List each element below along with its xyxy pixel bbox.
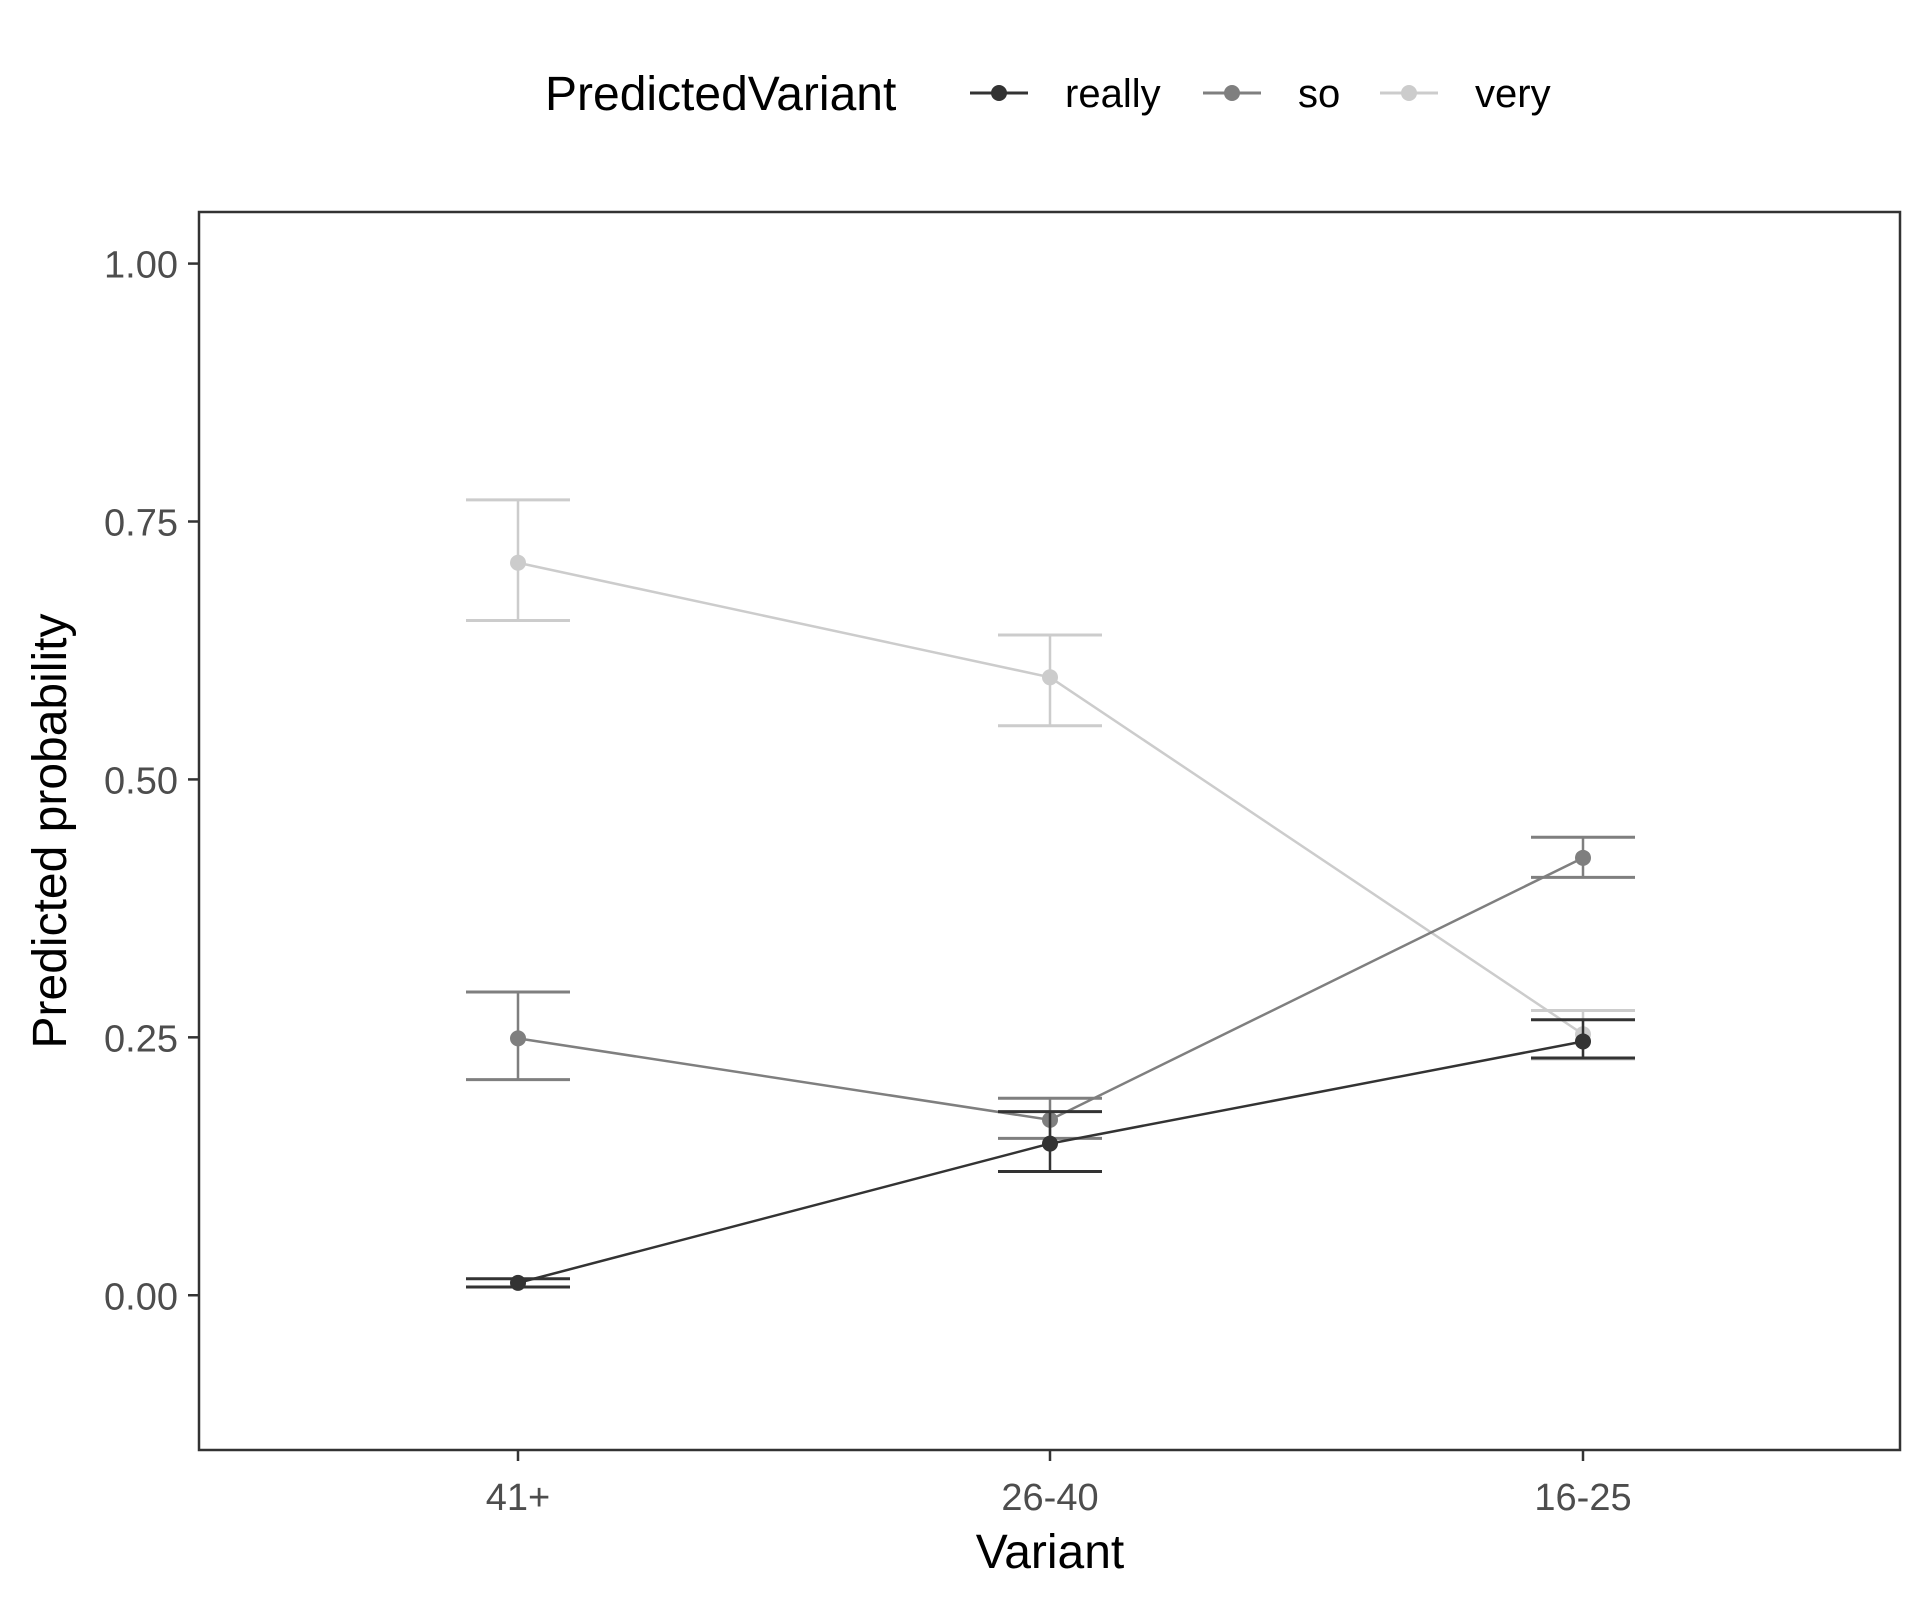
x-tick-label: 16-25 <box>1534 1477 1631 1519</box>
legend-key-point-very <box>1401 85 1417 101</box>
data-point-very <box>1042 669 1058 686</box>
x-axis: 41+ 26-40 16-25 <box>486 1450 1632 1519</box>
legend-label-really: really <box>1065 72 1161 116</box>
legend-item-so: so <box>1203 72 1340 116</box>
data-point-so <box>510 1030 526 1047</box>
legend-label-so: so <box>1298 72 1340 116</box>
y-tick-label: 0.25 <box>104 1018 178 1060</box>
legend-item-really: really <box>970 72 1161 116</box>
data-point-really <box>510 1274 526 1291</box>
series-layer <box>466 498 1635 1291</box>
legend-item-very: very <box>1380 72 1551 116</box>
legend-label-very: very <box>1475 72 1551 116</box>
data-point-so <box>1575 849 1591 866</box>
data-point-really <box>1042 1135 1058 1152</box>
series-so <box>466 835 1635 1140</box>
y-tick-label: 0.75 <box>104 503 178 545</box>
x-axis-label: Variant <box>976 1526 1125 1579</box>
plot-panel-border <box>197 210 1902 1452</box>
series-really <box>466 1018 1635 1291</box>
data-point-really <box>1575 1033 1591 1050</box>
y-tick-label: 0.50 <box>104 760 178 802</box>
y-tick-label: 1.00 <box>104 245 178 287</box>
data-point-very <box>510 554 526 571</box>
y-axis: 0.00 0.25 0.50 0.75 1.00 <box>104 245 199 1318</box>
legend-items: really so very <box>970 72 1551 116</box>
x-tick-label: 41+ <box>486 1477 550 1519</box>
legend-title: PredictedVariant <box>545 68 896 121</box>
legend: PredictedVariant really so very <box>545 68 1551 121</box>
y-tick-label: 0.00 <box>104 1276 178 1318</box>
series-very <box>466 498 1635 1061</box>
legend-key-point-really <box>991 85 1007 101</box>
series-line-so <box>517 856 1584 1122</box>
legend-key-point-so <box>1224 85 1240 101</box>
x-tick-label: 26-40 <box>1001 1477 1098 1519</box>
y-axis-label: Predicted probability <box>24 614 77 1049</box>
